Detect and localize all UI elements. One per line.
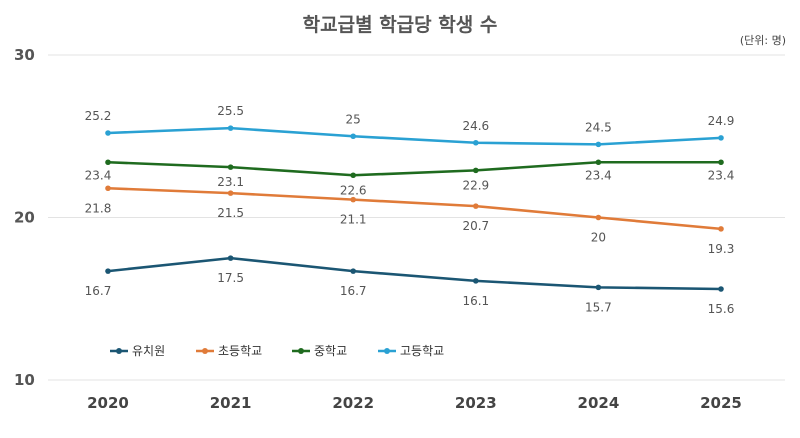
series-lines xyxy=(105,125,724,292)
data-point xyxy=(718,286,724,292)
data-label: 23.1 xyxy=(217,175,244,189)
data-label: 25.5 xyxy=(217,104,244,118)
y-tick-label: 30 xyxy=(14,46,35,64)
data-point xyxy=(473,203,479,209)
series-line-3 xyxy=(107,126,722,146)
data-label: 21.8 xyxy=(85,201,112,215)
legend-swatch-marker xyxy=(202,348,208,354)
legend-swatch-marker xyxy=(116,348,122,354)
data-label: 16.7 xyxy=(85,284,112,298)
x-tick-label: 2021 xyxy=(210,394,252,412)
legend: 유치원 초등학교 중학교 고등학교 xyxy=(110,344,444,358)
data-label: 25.2 xyxy=(85,109,112,123)
data-point xyxy=(350,268,357,274)
y-tick-label: 20 xyxy=(14,209,35,227)
data-label: 16.1 xyxy=(462,294,489,308)
data-labels: 16.7 17.5 16.7 16.1 15.7 15.6 21.8 21.5 21.1 20.7… xyxy=(85,104,735,316)
data-point xyxy=(595,141,602,148)
legend-item-label: 중학교 xyxy=(314,344,347,358)
data-point xyxy=(595,214,602,221)
x-tick-label: 2020 xyxy=(87,394,129,412)
data-point xyxy=(473,278,479,284)
data-point xyxy=(718,159,724,166)
data-point xyxy=(718,226,724,232)
data-point xyxy=(227,190,234,196)
data-label: 24.6 xyxy=(462,119,489,133)
data-point xyxy=(227,255,234,261)
data-label: 15.7 xyxy=(585,300,612,314)
legend-swatch-marker xyxy=(298,348,304,354)
legend-item-label: 고등학교 xyxy=(400,344,444,358)
data-label: 22.6 xyxy=(340,183,367,197)
data-point xyxy=(350,196,357,203)
x-tick-label: 2023 xyxy=(455,394,497,412)
x-tick-label: 2025 xyxy=(700,394,742,412)
data-point xyxy=(105,268,111,274)
data-point xyxy=(350,172,357,179)
x-tick-label: 2022 xyxy=(332,394,374,412)
data-label: 22.9 xyxy=(462,178,489,192)
data-point xyxy=(718,135,724,141)
data-label: 24.5 xyxy=(585,120,612,134)
data-point xyxy=(227,164,234,170)
data-label: 21.1 xyxy=(340,213,367,227)
series-line-0 xyxy=(107,256,722,291)
series-line-1 xyxy=(107,186,722,231)
data-label: 20.7 xyxy=(462,219,489,233)
data-label: 17.5 xyxy=(217,271,244,285)
data-label: 15.6 xyxy=(708,302,735,316)
data-label: 20 xyxy=(591,231,606,245)
x-tick-label: 2024 xyxy=(578,394,620,412)
unit-label: (단위: 명) xyxy=(740,34,786,47)
data-label: 16.7 xyxy=(340,284,367,298)
data-point xyxy=(105,185,111,192)
data-label: 24.9 xyxy=(708,114,735,128)
legend-item-label: 초등학교 xyxy=(218,344,262,358)
legend-swatch-marker xyxy=(384,348,390,354)
data-point xyxy=(595,159,602,166)
data-label: 19.3 xyxy=(708,242,735,256)
data-label: 25 xyxy=(346,112,361,126)
data-label: 21.5 xyxy=(217,206,244,220)
data-point xyxy=(595,284,602,291)
series-line-2 xyxy=(107,160,721,177)
data-point xyxy=(227,125,234,131)
data-point xyxy=(350,133,357,140)
legend-item-label: 유치원 xyxy=(132,344,165,358)
grid-lines xyxy=(48,54,785,381)
y-tick-label: 10 xyxy=(14,371,35,389)
data-label: 23.4 xyxy=(708,168,735,182)
data-point xyxy=(473,139,479,146)
data-label: 23.4 xyxy=(85,168,112,182)
data-label: 23.4 xyxy=(585,168,612,182)
data-point xyxy=(105,130,111,136)
chart-title: 학교급별 학급당 학생 수 xyxy=(303,14,498,36)
data-point xyxy=(105,159,111,166)
data-point xyxy=(473,167,479,174)
